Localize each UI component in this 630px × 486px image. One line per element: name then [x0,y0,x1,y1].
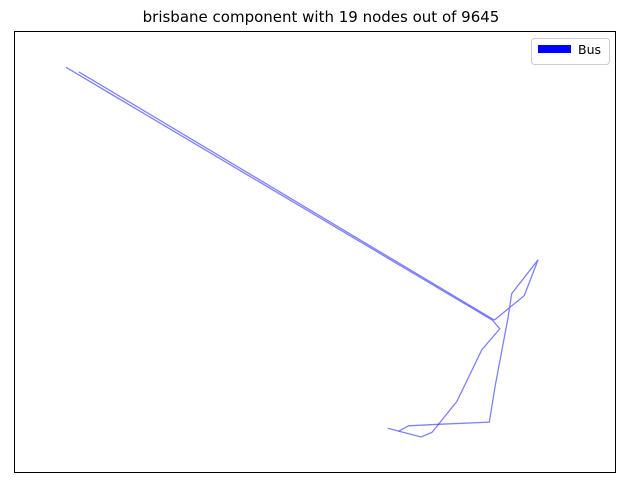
network-edges [65,66,539,438]
edge-path-3 [398,259,539,432]
plot-area [14,31,616,473]
legend: Bus [531,38,610,65]
legend-label-bus: Bus [578,42,601,57]
edge-path-1 [65,66,501,438]
legend-swatch-bus [538,45,571,53]
chart-title: brisbane component with 19 nodes out of … [143,8,500,26]
edge-path-2 [78,71,495,321]
